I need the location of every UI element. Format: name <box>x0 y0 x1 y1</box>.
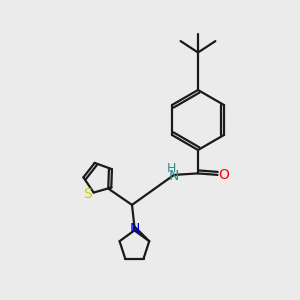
Text: N: N <box>169 169 179 183</box>
Text: S: S <box>83 187 92 201</box>
Text: O: O <box>219 168 230 182</box>
Text: N: N <box>129 222 140 236</box>
Text: H: H <box>167 162 176 175</box>
